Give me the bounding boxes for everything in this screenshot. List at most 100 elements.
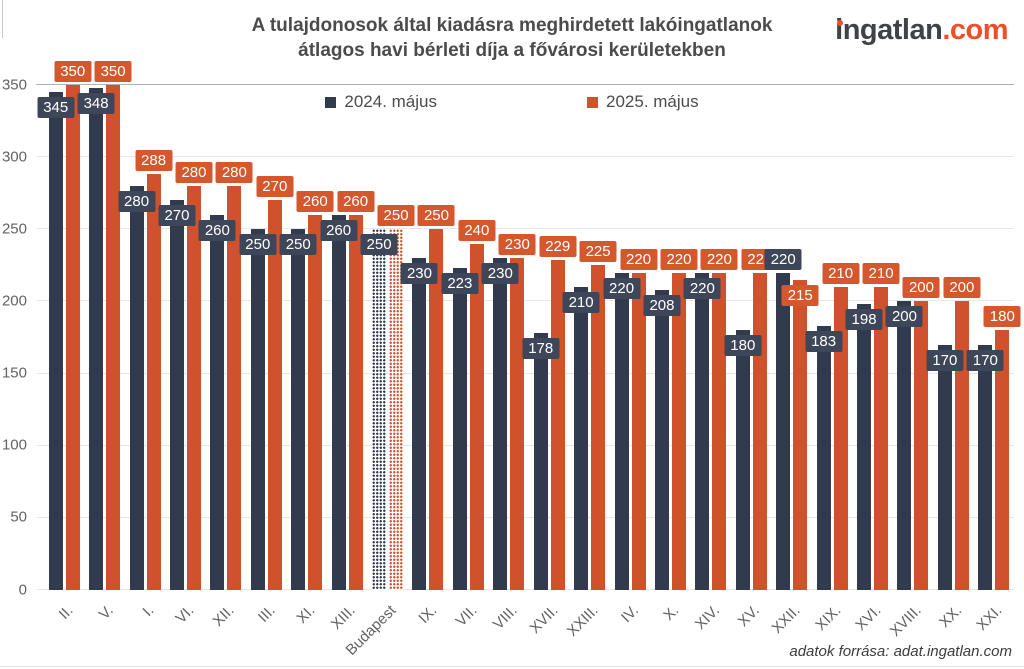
x-axis-label-xx: XX.	[936, 602, 966, 632]
bar-i-2024: 280	[118, 186, 156, 590]
bar-value-label-iii-2024: 250	[239, 234, 277, 256]
bar-xviii-2025: 200	[902, 277, 940, 590]
bar-value-label-xxii-2025: 215	[781, 284, 819, 306]
bar-xx-2025: 200	[943, 277, 981, 590]
bar-xi-2024: 250	[279, 229, 317, 590]
bar-value-label-viii-2025: 230	[498, 234, 536, 256]
x-axis-label-xvi: XVI.	[852, 602, 885, 635]
bar-group-vi: 270 280	[158, 85, 213, 590]
x-axis-label-xxii: XXII.	[768, 602, 804, 638]
bar-budapest-2024: 250	[360, 229, 398, 590]
bar-xi-2025: 260	[296, 190, 334, 590]
bar-group-xv: 180 220	[724, 85, 779, 590]
bar-value-label-xxi-2024: 170	[966, 349, 1004, 371]
bar-xiii-2025: 260	[337, 190, 375, 590]
bar-group-xxi: 170 180	[966, 85, 1021, 590]
bar-value-label-ix-2024: 230	[400, 263, 438, 285]
bar-xii-2024: 260	[198, 214, 236, 590]
x-axis-label-vii: VII.	[452, 602, 481, 630]
data-source-credit: adatok forrása: adat.ingatlan.com	[789, 643, 1012, 660]
logo-i-dot-icon	[837, 20, 844, 26]
bar-value-label-x-2025: 220	[660, 248, 698, 270]
bar-v-2025: 350	[94, 61, 132, 590]
bar-value-label-i-2025: 288	[135, 150, 173, 172]
bar-value-label-vii-2025: 240	[458, 219, 496, 241]
bar-value-label-xi-2025: 260	[296, 190, 334, 212]
y-axis-tick-label-0: 0	[18, 581, 27, 598]
bar-value-label-xv-2024: 180	[724, 335, 762, 357]
bar-value-label-xiii-2025: 260	[337, 190, 375, 212]
bar-ii-2024: 345	[37, 92, 75, 590]
bar-iii-2025: 270	[256, 176, 294, 590]
bar-xx-2024: 170	[926, 344, 964, 590]
x-axis-label-xiii: XIII.	[328, 602, 360, 633]
bar-value-label-budapest-2025: 250	[377, 205, 415, 227]
legend-label-2024: 2024. május	[344, 92, 437, 111]
logo-tld: .com	[942, 14, 1008, 46]
bar-group-x: 208 220	[643, 85, 698, 590]
legend-swatch-2025-icon	[587, 96, 598, 108]
bar-group-iii: 250 270	[239, 85, 294, 590]
bar-value-label-xix-2024: 183	[805, 330, 843, 352]
bar-value-label-xx-2024: 170	[926, 349, 964, 371]
bar-value-label-ix-2025: 250	[417, 205, 455, 227]
bar-group-v: 348 350	[77, 61, 132, 590]
bar-value-label-xvii-2024: 178	[522, 338, 560, 360]
bar-xii-2025: 280	[215, 162, 253, 590]
bar-ix-2024: 230	[400, 258, 438, 590]
bar-value-label-xi-2024: 250	[279, 234, 317, 256]
legend-label-2025: 2025. május	[606, 92, 699, 111]
bar-group-ii: 345 350	[37, 61, 92, 590]
y-axis-tick-label-150: 150	[1, 364, 27, 382]
x-axis-label-i: I.	[139, 602, 158, 620]
x-axis-label-iii: III.	[254, 602, 279, 626]
bar-group-budapest: 250 250	[360, 85, 415, 590]
x-axis-label-xxiii: XXIII.	[563, 602, 602, 640]
bar-value-label-ii-2024: 345	[37, 97, 75, 119]
bar-v-2024: 348	[77, 87, 115, 590]
bar-value-label-xiii-2024: 260	[320, 219, 358, 241]
bar-value-label-xxi-2025: 180	[983, 306, 1021, 328]
gridline-350: 350	[2, 76, 1014, 93]
bar-value-label-xii-2025: 280	[215, 162, 253, 183]
bar-iv-2024: 220	[603, 272, 641, 590]
bar-value-label-xviii-2024: 200	[885, 306, 923, 328]
bar-value-label-vi-2025: 280	[175, 162, 213, 183]
bar-value-label-xviii-2025: 200	[902, 277, 940, 299]
gridline-0: 0	[19, 581, 1014, 598]
bar-value-label-v-2025: 350	[94, 61, 132, 82]
bar-budapest-2025: 250	[377, 205, 415, 590]
bar-value-label-xx-2025: 200	[943, 277, 981, 299]
x-axis-label-v: V.	[95, 602, 117, 624]
bar-value-label-iv-2025: 220	[620, 248, 658, 270]
y-axis-tick-label-250: 250	[1, 220, 27, 238]
x-axis-label-iv: IV.	[618, 602, 643, 627]
bar-xxiii-2024: 210	[562, 287, 600, 590]
y-axis-tick-label-100: 100	[1, 436, 27, 454]
bar-xxii-2024: 220	[764, 248, 802, 590]
screen-edge-artifact	[2, 0, 3, 38]
bar-viii-2025: 230	[498, 234, 536, 590]
bar-ii-2025: 350	[54, 61, 92, 590]
bar-group-ix: 230 250	[400, 85, 455, 590]
bar-group-xvii: 178 229	[522, 85, 577, 590]
bar-group-xi: 250 260	[279, 85, 334, 590]
gridline-150: 150	[2, 365, 1014, 382]
bar-group-xii: 260 280	[198, 85, 253, 590]
bar-iv-2025: 220	[620, 248, 658, 590]
chart-title-line1: A tulajdonosok által kiadásra meghirdete…	[251, 15, 773, 36]
bar-xv-2024: 180	[724, 330, 762, 590]
y-axis-tick-label-200: 200	[1, 292, 27, 310]
x-axis-label-xi: XI.	[293, 602, 319, 627]
bar-value-label-xxiii-2024: 210	[562, 292, 600, 313]
bar-i-2025: 288	[135, 150, 173, 590]
bar-vii-2025: 240	[458, 219, 496, 590]
bar-group-viii: 230 230	[481, 85, 536, 590]
bar-group-vii: 223 240	[441, 85, 496, 590]
bar-group-i: 280 288	[118, 85, 173, 590]
gridline-50: 50	[10, 509, 1014, 526]
bar-value-label-viii-2024: 230	[481, 263, 519, 285]
bar-value-label-i-2024: 280	[118, 191, 156, 212]
legend-swatch-2024-icon	[325, 96, 337, 108]
gridline-200: 200	[2, 292, 1014, 309]
